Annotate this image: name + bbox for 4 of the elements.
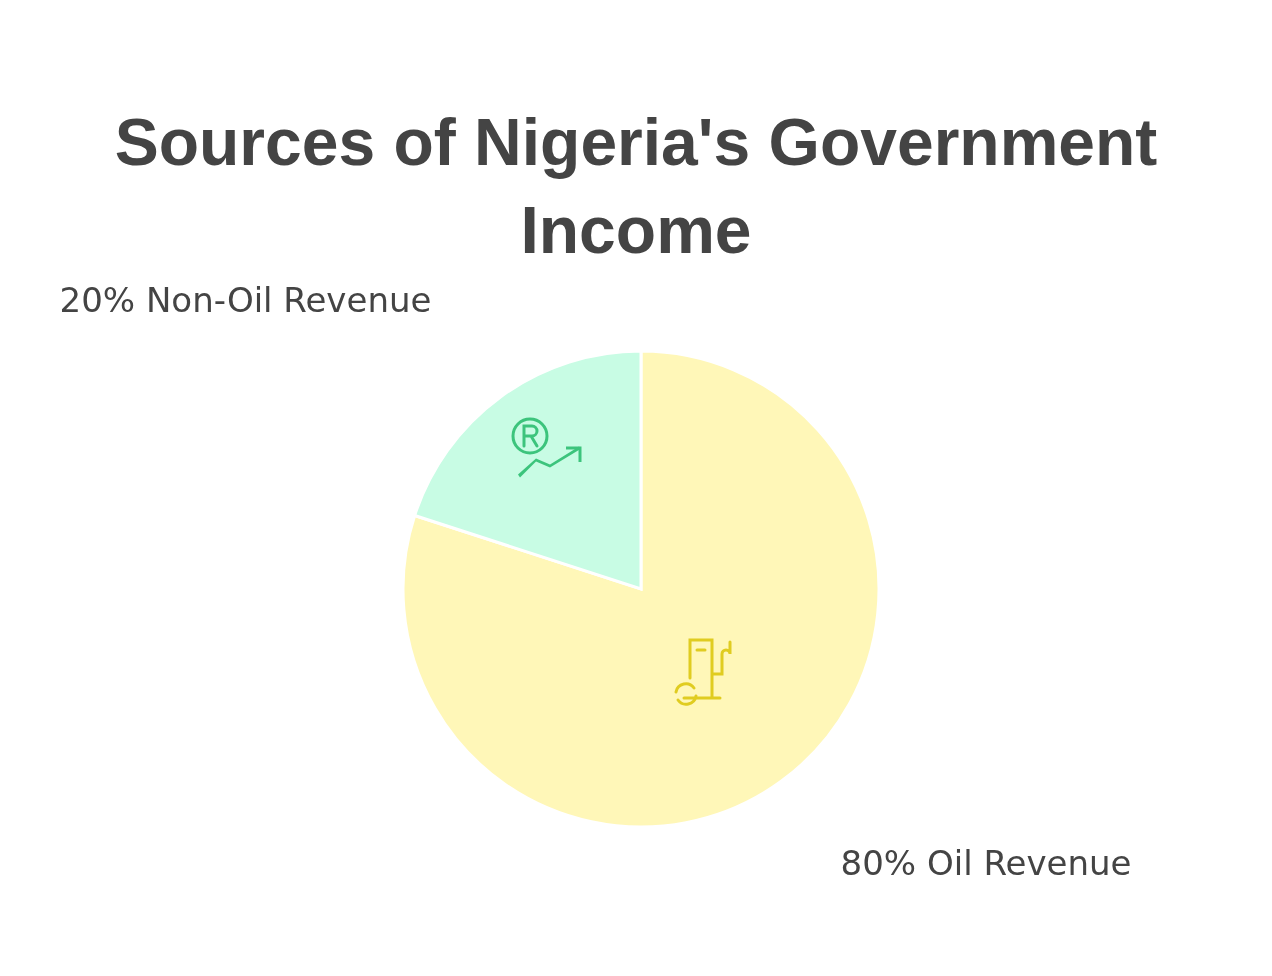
pie-slice [401,349,881,829]
slice-label: 20% Non-Oil Revenue [59,279,432,320]
chart-title: Sources of Nigeria's Government Income [113,104,1159,269]
slice-label: 80% Oil Revenue [840,843,1132,884]
